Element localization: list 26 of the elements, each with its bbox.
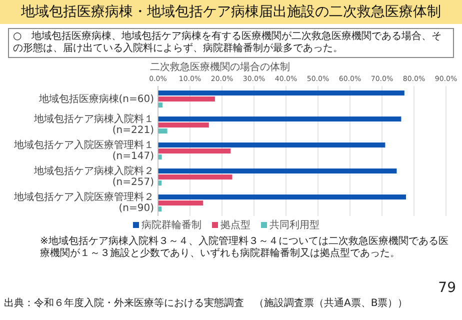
y-tick-label: 地域包括医療病棟(n=60) [38, 94, 154, 104]
chart-subtitle: 二次救急医療機関の場合の体制 [150, 62, 291, 74]
bar [158, 122, 209, 128]
bar [158, 90, 404, 96]
bar [158, 200, 204, 206]
y-tick-label: 地域包括ケア病棟入院料２(n=257) [33, 166, 154, 188]
bar [158, 128, 168, 134]
bar [158, 168, 397, 174]
text: 79 [438, 280, 456, 296]
bar [158, 142, 386, 148]
y-tick-label: 地域包括ケア入院医療管理料２(n=90) [13, 192, 154, 214]
text: ※地域包括ケア病棟入院料３～４、入院管理料３～４については二次救急医療機関である医療機関が１～３施設と少数であり、いずれも病院群輪番制又は拠点型であった。 [40, 236, 450, 260]
bar [158, 194, 406, 200]
bar [158, 174, 232, 180]
bar [158, 96, 215, 102]
bar [158, 116, 402, 122]
chart-title: 地域包括医療病棟・地域包括ケア病棟届出施設の二次救急医療体制 [0, 0, 462, 24]
legend-label: 共同利用型 [268, 220, 320, 231]
bar [158, 148, 231, 154]
source-note: 出典：令和６年度入院・外来医療等における実態調査 （施設調査票（共通A票、B票）） [4, 298, 409, 310]
bar [158, 154, 162, 160]
legend-label: 病院群輪番制 [140, 220, 202, 231]
y-tick-label: 地域包括ケア病棟入院料１(n=221) [33, 114, 154, 136]
legend-label: 拠点型 [220, 220, 250, 231]
text: ○ 地域包括医療病棟、地域包括ケア病棟を有する医療機関が二次救急医療機関である場合、その形態は、届け出ている入院料によらず、病院群輪番制が最多であった。 [8, 28, 454, 58]
y-tick-label: 地域包括ケア入院医療管理料１(n=147) [13, 140, 154, 162]
